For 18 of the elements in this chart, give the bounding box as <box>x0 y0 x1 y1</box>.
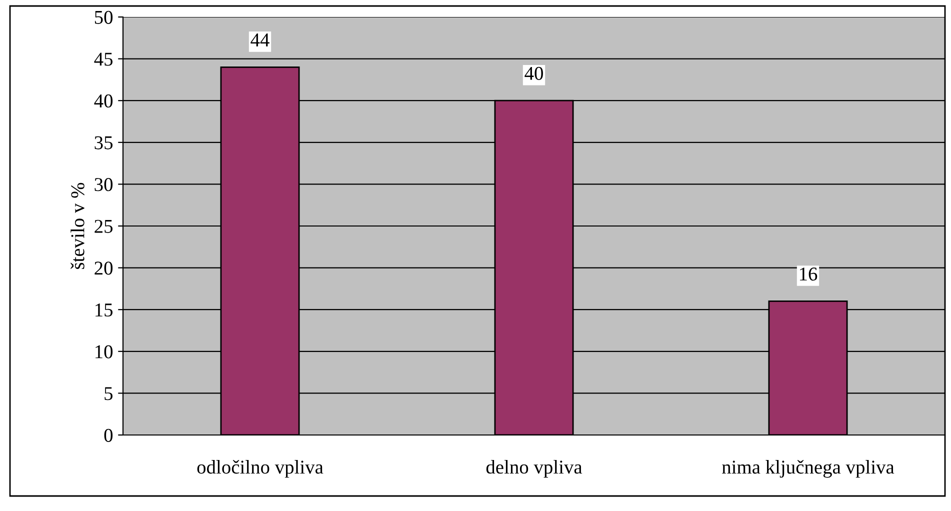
y-tick-label: 50 <box>94 10 113 24</box>
y-tick-label: 35 <box>94 136 113 150</box>
y-tick-label: 40 <box>94 94 113 108</box>
data-label: 44 <box>250 34 270 46</box>
y-tick-label: 20 <box>94 262 113 275</box>
y-axis-title: število v % <box>70 182 84 269</box>
y-tick-label: 45 <box>94 52 113 66</box>
data-label: 16 <box>800 268 818 281</box>
x-tick-label: odločilno vpliva <box>197 460 324 478</box>
y-tick-label: 30 <box>94 178 113 192</box>
y-tick-label: 25 <box>94 220 113 233</box>
y-tick-label: 0 <box>104 428 113 442</box>
y-tick-label: 5 <box>104 387 113 400</box>
y-tick-label: 15 <box>96 304 113 317</box>
y-tick-label: 10 <box>96 345 113 358</box>
data-label: 40 <box>524 66 543 80</box>
x-tick-label: delno vpliva <box>486 460 582 478</box>
x-tick-label: nima ključnega vpliva <box>722 460 894 478</box>
